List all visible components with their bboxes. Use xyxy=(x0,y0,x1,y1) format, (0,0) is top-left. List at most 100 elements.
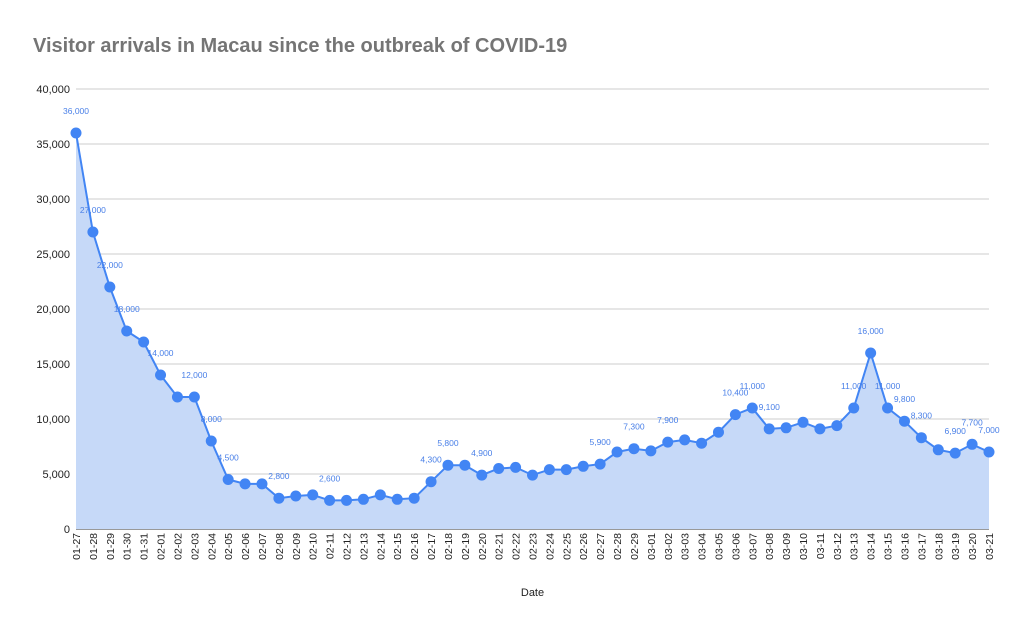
x-tick-label: 02-05 xyxy=(223,533,235,560)
x-tick-label: 03-21 xyxy=(984,533,996,560)
x-tick-label: 03-12 xyxy=(832,533,844,560)
data-point xyxy=(932,444,944,456)
x-tick-label: 02-06 xyxy=(240,533,252,560)
data-point xyxy=(425,476,437,488)
y-tick-label: 10,000 xyxy=(36,414,70,426)
data-point xyxy=(324,494,336,506)
x-tick-label: 03-01 xyxy=(646,533,658,560)
data-point xyxy=(983,446,995,458)
data-point xyxy=(848,402,860,414)
x-tick-label: 02-16 xyxy=(409,533,421,560)
data-label: 10,400 xyxy=(722,388,748,398)
data-label: 9,800 xyxy=(894,394,916,404)
data-point xyxy=(729,409,741,421)
data-point xyxy=(898,415,910,427)
x-tick-label: 02-17 xyxy=(426,533,438,560)
data-point xyxy=(155,369,167,381)
data-point xyxy=(712,426,724,438)
x-tick-label: 03-17 xyxy=(916,533,928,560)
x-tick-label: 03-05 xyxy=(713,533,725,560)
data-label: 5,900 xyxy=(589,437,611,447)
data-point xyxy=(882,402,894,414)
data-point xyxy=(527,469,538,481)
y-axis-ticks: 0 5,000 10,000 15,000 20,000 25,000 30,000 35,0… xyxy=(36,84,70,536)
x-tick-label: 02-22 xyxy=(511,533,523,560)
data-label: 8,300 xyxy=(911,411,933,421)
x-tick-label: 03-11 xyxy=(815,533,827,559)
data-point xyxy=(290,490,302,502)
x-tick-label: 03-14 xyxy=(866,533,878,560)
data-label: 6,900 xyxy=(945,426,967,436)
data-point xyxy=(763,423,775,435)
x-tick-label: 02-07 xyxy=(257,533,269,560)
x-tick-label: 01-27 xyxy=(71,533,83,560)
x-tick-label: 03-03 xyxy=(680,533,692,560)
x-tick-label: 02-28 xyxy=(612,533,624,560)
data-label: 2,600 xyxy=(319,473,341,483)
data-point xyxy=(865,347,877,359)
data-point xyxy=(459,459,471,471)
x-tick-label: 03-06 xyxy=(730,533,742,560)
x-tick-label: 01-31 xyxy=(139,533,151,560)
x-tick-label: 02-10 xyxy=(308,533,320,560)
data-point xyxy=(476,469,488,481)
data-point xyxy=(662,436,674,448)
x-tick-label: 02-14 xyxy=(375,533,387,560)
data-point xyxy=(171,391,183,403)
data-point xyxy=(611,446,623,458)
data-point xyxy=(374,489,386,501)
data-point xyxy=(121,325,133,337)
x-tick-label: 02-26 xyxy=(578,533,590,560)
data-point xyxy=(222,474,234,485)
data-label: 7,900 xyxy=(657,415,679,425)
data-label: 2,800 xyxy=(268,471,290,481)
x-axis-title: Date xyxy=(521,587,544,599)
x-tick-label: 02-24 xyxy=(544,533,556,560)
data-label: 11,000 xyxy=(875,381,901,391)
chart-title: Visitor arrivals in Macau since the outb… xyxy=(33,35,568,57)
x-tick-label: 01-30 xyxy=(122,533,134,560)
x-tick-label: 02-13 xyxy=(358,533,370,560)
y-tick-label: 5,000 xyxy=(42,469,70,481)
x-tick-label: 02-08 xyxy=(274,533,286,560)
data-label: 16,000 xyxy=(858,326,884,336)
data-point xyxy=(966,438,978,450)
x-tick-label: 02-09 xyxy=(291,533,303,560)
data-label: 4,500 xyxy=(218,453,240,463)
x-tick-label: 02-21 xyxy=(494,533,506,560)
y-tick-label: 40,000 xyxy=(36,84,70,96)
data-point xyxy=(594,458,606,470)
data-label: 36,000 xyxy=(63,106,89,116)
data-point xyxy=(307,489,319,501)
data-label: 18,000 xyxy=(114,304,140,314)
y-tick-label: 30,000 xyxy=(36,194,70,206)
data-label: 27,000 xyxy=(80,205,106,215)
data-label: 22,000 xyxy=(97,260,123,270)
data-point xyxy=(560,464,572,476)
data-label: 9,100 xyxy=(759,402,781,412)
x-tick-label: 02-11 xyxy=(325,533,337,559)
x-tick-label: 02-12 xyxy=(342,533,354,560)
data-point xyxy=(915,432,927,444)
data-label: 11,000 xyxy=(841,381,867,391)
x-tick-label: 02-15 xyxy=(392,533,404,560)
x-tick-label: 02-02 xyxy=(172,533,184,560)
data-point xyxy=(70,127,82,139)
data-labels: 36,000 27,000 22,000 18,000 14,000 12,000 8,00… xyxy=(63,106,1000,483)
data-point xyxy=(543,464,555,476)
data-point xyxy=(493,463,505,474)
data-point xyxy=(510,461,522,473)
data-point xyxy=(205,435,217,447)
data-point xyxy=(696,437,708,449)
x-tick-label: 03-02 xyxy=(663,533,675,560)
data-point xyxy=(239,478,251,490)
data-label: 12,000 xyxy=(181,370,207,380)
data-point xyxy=(256,478,268,490)
data-label: 4,900 xyxy=(471,448,493,458)
data-label: 7,700 xyxy=(961,417,983,427)
data-point xyxy=(391,493,403,505)
x-tick-label: 03-18 xyxy=(933,533,945,560)
data-point xyxy=(273,492,285,504)
data-point xyxy=(814,423,826,435)
